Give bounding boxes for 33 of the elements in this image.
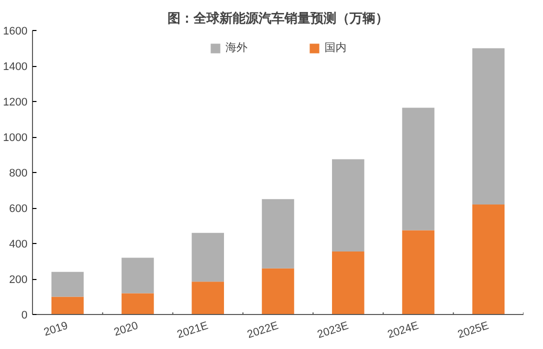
bar bbox=[192, 232, 224, 282]
bar bbox=[332, 159, 364, 252]
y-tick-label: 600 bbox=[9, 203, 28, 215]
bar bbox=[402, 230, 434, 314]
y-tick-label: 1200 bbox=[3, 96, 28, 108]
y-tick-label: 1000 bbox=[3, 132, 28, 144]
chart-title: 图：全球新能源汽车销量预测（万辆） bbox=[168, 10, 388, 26]
bar bbox=[122, 258, 154, 294]
bar bbox=[262, 268, 294, 314]
x-tick-label: 2023E bbox=[316, 320, 350, 342]
y-tick-label: 800 bbox=[9, 168, 28, 180]
bar bbox=[51, 272, 84, 297]
y-tick-label: 0 bbox=[21, 310, 28, 322]
bar bbox=[192, 282, 224, 314]
y-tick-label: 1400 bbox=[3, 61, 28, 73]
y-tick-label: 400 bbox=[9, 238, 28, 250]
x-tick-label: 2021E bbox=[176, 320, 210, 342]
x-tick-label: 2020 bbox=[112, 320, 140, 339]
legend-label: 国内 bbox=[324, 41, 346, 55]
y-tick-label: 200 bbox=[9, 274, 28, 286]
bar bbox=[51, 296, 84, 314]
bar bbox=[472, 48, 505, 204]
bar bbox=[122, 293, 154, 314]
x-tick-label: 2024E bbox=[386, 320, 420, 342]
bar bbox=[402, 108, 434, 230]
bar bbox=[332, 251, 364, 314]
x-tick-label: 2019 bbox=[42, 320, 70, 339]
legend-label: 海外 bbox=[226, 41, 248, 55]
x-tick-label: 2022E bbox=[246, 320, 280, 342]
x-tick-label: 2025E bbox=[456, 320, 490, 342]
bar bbox=[262, 199, 294, 268]
bar bbox=[472, 204, 505, 314]
y-tick-label: 1600 bbox=[3, 26, 28, 38]
